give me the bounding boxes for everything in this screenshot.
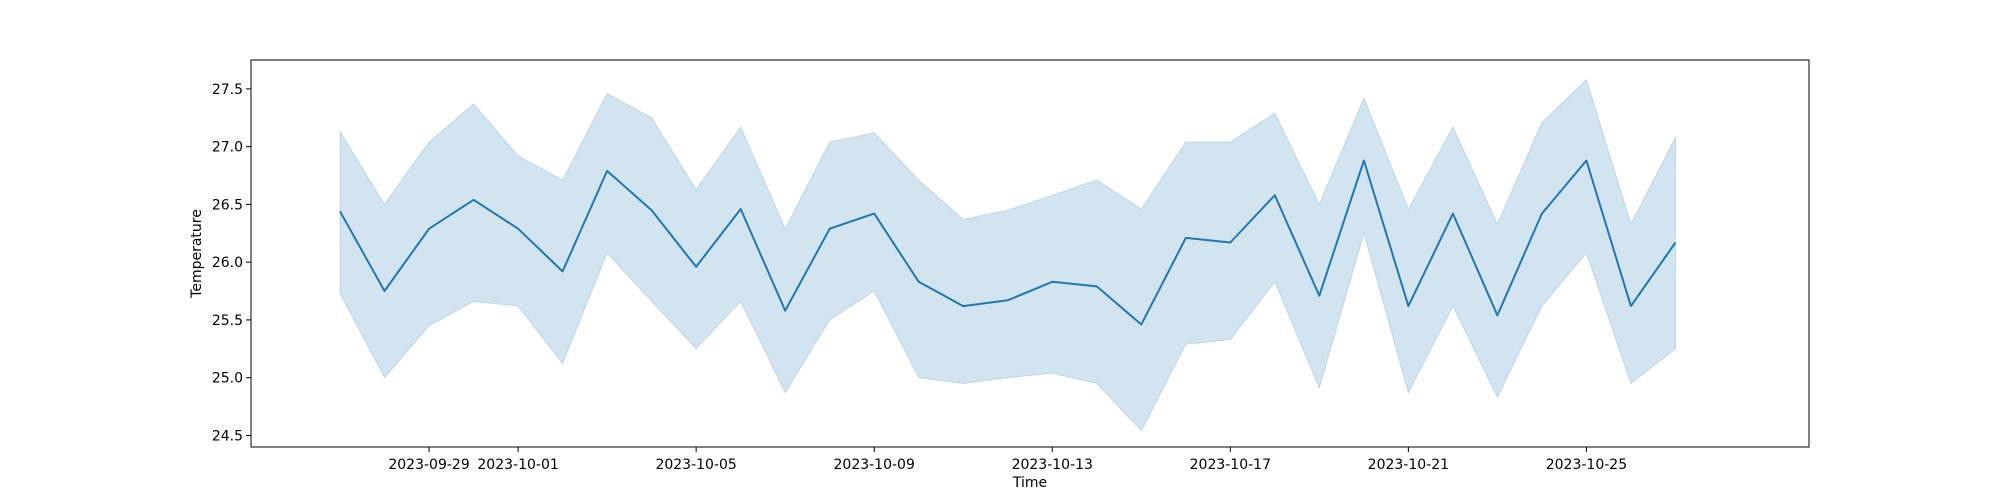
data-point — [1005, 297, 1011, 303]
x-tick-label: 2023-10-13 — [1012, 457, 1093, 473]
y-tick-label: 26.0 — [212, 255, 243, 271]
data-point — [1673, 240, 1679, 246]
data-point — [604, 168, 610, 174]
data-point — [649, 207, 655, 213]
data-point — [471, 197, 477, 203]
x-tick-label: 2023-10-21 — [1368, 457, 1449, 473]
x-tick-label: 2023-10-17 — [1190, 457, 1271, 473]
data-point — [1539, 211, 1545, 217]
data-point — [1628, 303, 1634, 309]
data-point — [782, 308, 788, 314]
data-point — [1183, 235, 1189, 241]
y-tick-label: 25.0 — [212, 371, 243, 387]
data-point — [1316, 293, 1322, 299]
y-axis-label: Temperature — [189, 209, 205, 299]
y-tick-label: 27.0 — [212, 140, 243, 156]
y-tick-label: 27.5 — [212, 82, 243, 98]
y-tick-label: 26.5 — [212, 197, 243, 213]
data-point — [1450, 211, 1456, 217]
data-point — [1361, 158, 1367, 164]
confidence-band — [339, 78, 1676, 432]
data-point — [1583, 158, 1589, 164]
data-point — [738, 206, 744, 212]
x-axis: 2023-09-29 2023-10-01 2023-10-05 2023-10-09… — [388, 447, 1627, 473]
plot-area — [337, 78, 1679, 432]
x-tick-label: 2023-10-05 — [655, 457, 736, 473]
y-tick-label: 24.5 — [212, 428, 243, 444]
data-point — [1227, 240, 1233, 246]
data-point — [426, 226, 432, 232]
data-point — [515, 226, 521, 232]
data-point — [382, 288, 388, 294]
data-point — [1049, 279, 1055, 285]
x-tick-label: 2023-10-25 — [1546, 457, 1627, 473]
data-point — [1405, 303, 1411, 309]
data-point — [1494, 312, 1500, 318]
x-tick-label: 2023-09-29 — [388, 457, 469, 473]
data-point — [1094, 283, 1100, 289]
y-tick-label: 25.5 — [212, 313, 243, 329]
x-tick-label: 2023-10-09 — [834, 457, 915, 473]
data-point — [1272, 192, 1278, 198]
data-point — [337, 208, 343, 214]
y-axis: 24.5 25.0 25.5 26.0 26.5 27.0 27.5 — [212, 82, 251, 444]
x-axis-label: Time — [1012, 475, 1047, 491]
data-point — [693, 264, 699, 270]
data-point — [916, 279, 922, 285]
data-point — [827, 226, 833, 232]
data-point — [871, 211, 877, 217]
plot-frame — [250, 59, 1810, 448]
data-point — [1138, 322, 1144, 328]
series-line — [339, 159, 1677, 326]
data-point — [960, 303, 966, 309]
data-point — [560, 268, 566, 274]
x-tick-label: 2023-10-01 — [477, 457, 558, 473]
